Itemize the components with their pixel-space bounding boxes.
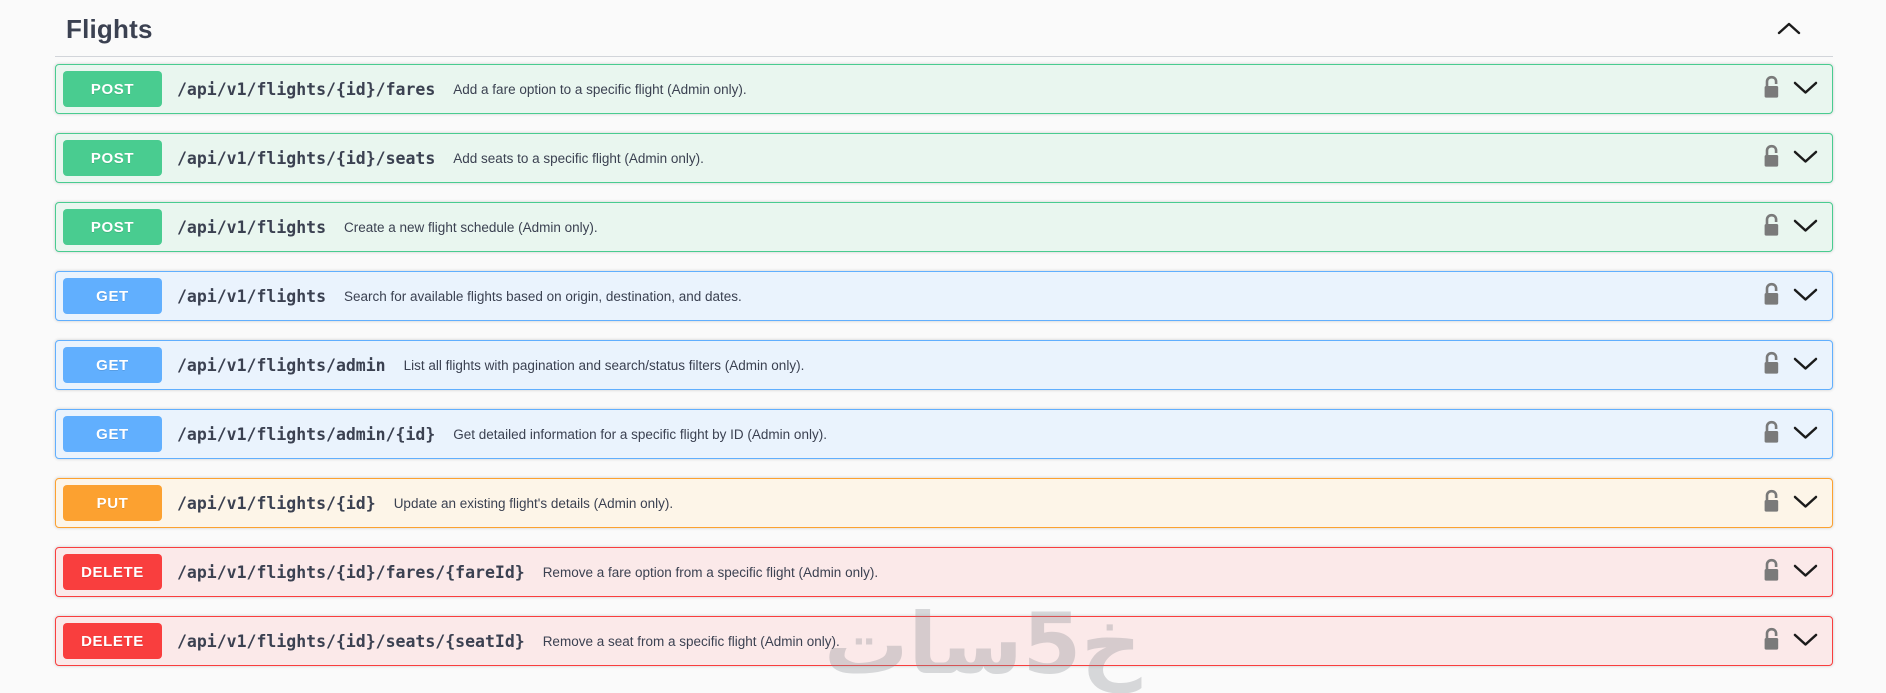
row-actions bbox=[1762, 627, 1818, 655]
method-badge: POST bbox=[63, 140, 162, 176]
endpoint-path: /api/v1/flights bbox=[177, 286, 327, 306]
unlocked-padlock-icon bbox=[1762, 213, 1781, 241]
endpoint-description: Add a fare option to a specific flight (… bbox=[453, 81, 747, 97]
chevron-down-icon bbox=[1793, 219, 1818, 236]
row-actions bbox=[1762, 213, 1818, 241]
authorize-button[interactable] bbox=[1762, 627, 1781, 655]
row-actions bbox=[1762, 420, 1818, 448]
unlocked-padlock-icon bbox=[1762, 144, 1781, 172]
row-actions bbox=[1762, 351, 1818, 379]
endpoint-description: List all flights with pagination and sea… bbox=[403, 357, 805, 373]
expand-row-button[interactable] bbox=[1793, 633, 1818, 650]
authorize-button[interactable] bbox=[1762, 213, 1781, 241]
unlocked-padlock-icon bbox=[1762, 351, 1781, 379]
expand-row-button[interactable] bbox=[1793, 81, 1818, 98]
unlocked-padlock-icon bbox=[1762, 75, 1781, 103]
endpoint-description: Get detailed information for a specific … bbox=[453, 426, 827, 442]
chevron-down-icon bbox=[1793, 564, 1818, 581]
method-badge: GET bbox=[63, 416, 162, 452]
section-header: Flights bbox=[55, 0, 1833, 57]
expand-row-button[interactable] bbox=[1793, 357, 1818, 374]
method-badge: POST bbox=[63, 209, 162, 245]
unlocked-padlock-icon bbox=[1762, 627, 1781, 655]
unlocked-padlock-icon bbox=[1762, 282, 1781, 310]
section-title: Flights bbox=[66, 13, 153, 44]
endpoint-row[interactable]: PUT /api/v1/flights/{id} Update an exist… bbox=[55, 478, 1833, 528]
method-badge: DELETE bbox=[63, 623, 162, 659]
endpoint-path: /api/v1/flights/admin/{id} bbox=[177, 424, 436, 444]
endpoint-row[interactable]: DELETE /api/v1/flights/{id}/fares/{fareI… bbox=[55, 547, 1833, 597]
endpoint-row[interactable]: GET /api/v1/flights Search for available… bbox=[55, 271, 1833, 321]
unlocked-padlock-icon bbox=[1762, 489, 1781, 517]
chevron-down-icon bbox=[1793, 357, 1818, 374]
endpoint-path: /api/v1/flights/admin bbox=[177, 355, 386, 375]
endpoint-description: Create a new flight schedule (Admin only… bbox=[344, 219, 598, 235]
row-actions bbox=[1762, 282, 1818, 310]
chevron-up-icon bbox=[1777, 21, 1801, 38]
authorize-button[interactable] bbox=[1762, 351, 1781, 379]
method-badge: POST bbox=[63, 71, 162, 107]
endpoint-path: /api/v1/flights/{id}/seats bbox=[177, 148, 436, 168]
authorize-button[interactable] bbox=[1762, 144, 1781, 172]
chevron-down-icon bbox=[1793, 150, 1818, 167]
chevron-down-icon bbox=[1793, 495, 1818, 512]
endpoint-path: /api/v1/flights/{id} bbox=[177, 493, 376, 513]
method-badge: GET bbox=[63, 278, 162, 314]
endpoint-row[interactable]: GET /api/v1/flights/admin List all fligh… bbox=[55, 340, 1833, 390]
endpoint-row[interactable]: POST /api/v1/flights Create a new flight… bbox=[55, 202, 1833, 252]
row-actions bbox=[1762, 558, 1818, 586]
endpoint-description: Search for available flights based on or… bbox=[344, 288, 742, 304]
chevron-down-icon bbox=[1793, 288, 1818, 305]
method-badge: GET bbox=[63, 347, 162, 383]
endpoint-row[interactable]: GET /api/v1/flights/admin/{id} Get detai… bbox=[55, 409, 1833, 459]
method-badge: DELETE bbox=[63, 554, 162, 590]
chevron-down-icon bbox=[1793, 633, 1818, 650]
section-collapse-button[interactable] bbox=[1775, 19, 1803, 40]
authorize-button[interactable] bbox=[1762, 282, 1781, 310]
endpoint-path: /api/v1/flights bbox=[177, 217, 327, 237]
authorize-button[interactable] bbox=[1762, 75, 1781, 103]
endpoint-row[interactable]: DELETE /api/v1/flights/{id}/seats/{seatI… bbox=[55, 616, 1833, 666]
authorize-button[interactable] bbox=[1762, 489, 1781, 517]
row-actions bbox=[1762, 144, 1818, 172]
endpoint-path: /api/v1/flights/{id}/seats/{seatId} bbox=[177, 631, 525, 651]
expand-row-button[interactable] bbox=[1793, 288, 1818, 305]
expand-row-button[interactable] bbox=[1793, 426, 1818, 443]
chevron-down-icon bbox=[1793, 81, 1818, 98]
row-actions bbox=[1762, 75, 1818, 103]
expand-row-button[interactable] bbox=[1793, 219, 1818, 236]
endpoint-path: /api/v1/flights/{id}/fares/{fareId} bbox=[177, 562, 525, 582]
expand-row-button[interactable] bbox=[1793, 564, 1818, 581]
unlocked-padlock-icon bbox=[1762, 558, 1781, 586]
method-badge: PUT bbox=[63, 485, 162, 521]
endpoint-row[interactable]: POST /api/v1/flights/{id}/seats Add seat… bbox=[55, 133, 1833, 183]
endpoint-description: Remove a seat from a specific flight (Ad… bbox=[542, 633, 840, 649]
row-actions bbox=[1762, 489, 1818, 517]
expand-row-button[interactable] bbox=[1793, 150, 1818, 167]
authorize-button[interactable] bbox=[1762, 420, 1781, 448]
endpoint-path: /api/v1/flights/{id}/fares bbox=[177, 79, 436, 99]
endpoint-description: Update an existing flight's details (Adm… bbox=[393, 495, 674, 511]
unlocked-padlock-icon bbox=[1762, 420, 1781, 448]
endpoint-row[interactable]: POST /api/v1/flights/{id}/fares Add a fa… bbox=[55, 64, 1833, 114]
expand-row-button[interactable] bbox=[1793, 495, 1818, 512]
flights-section: Flights POST /api/v1/flights/{id}/fares … bbox=[55, 0, 1833, 666]
endpoint-description: Add seats to a specific flight (Admin on… bbox=[453, 150, 704, 166]
chevron-down-icon bbox=[1793, 426, 1818, 443]
endpoint-list: POST /api/v1/flights/{id}/fares Add a fa… bbox=[55, 64, 1833, 666]
endpoint-description: Remove a fare option from a specific fli… bbox=[542, 564, 879, 580]
authorize-button[interactable] bbox=[1762, 558, 1781, 586]
